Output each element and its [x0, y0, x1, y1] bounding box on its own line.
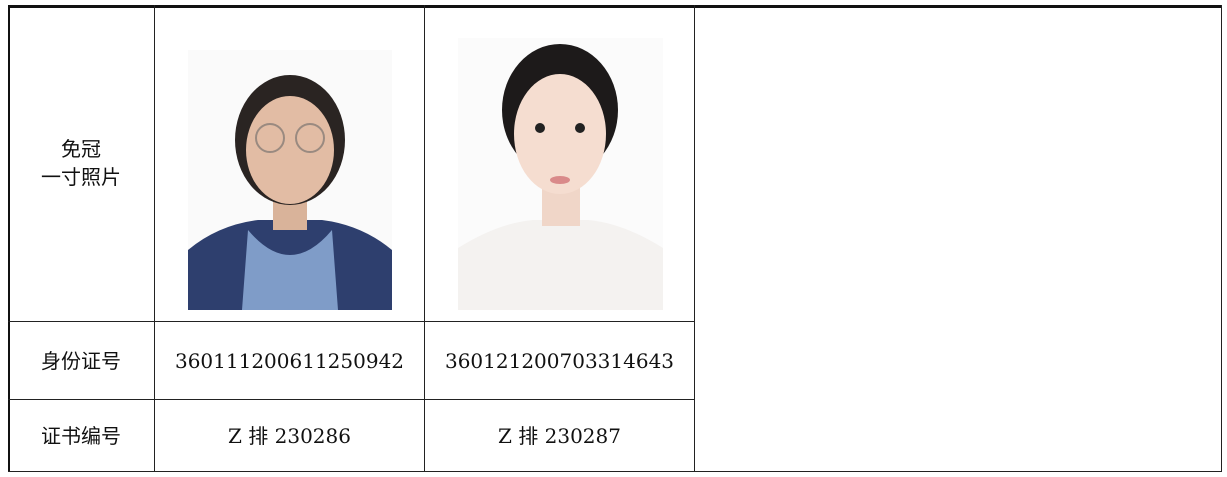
photo-cell [155, 5, 425, 322]
row-label: 证书编号 [8, 400, 155, 472]
photo-label-cell: 免冠 一寸照片 [8, 5, 155, 322]
certificate-number: Z 排 230286 [155, 400, 425, 472]
empty-cell [695, 5, 1222, 472]
id-number: 360121200703314643 [425, 322, 695, 400]
label-line: 免冠 [61, 137, 101, 161]
label-line: 一寸照片 [41, 165, 121, 189]
table-border [8, 5, 10, 472]
photo-cell [425, 5, 695, 322]
certificate-number: Z 排 230287 [425, 400, 695, 472]
row-label: 身份证号 [8, 322, 155, 400]
table: 免冠 一寸照片 身份证号 360111200611250942 36012120… [8, 5, 1222, 472]
photo [188, 50, 392, 310]
table-border [8, 5, 1222, 8]
photo [458, 38, 663, 310]
id-number: 360111200611250942 [155, 322, 425, 400]
